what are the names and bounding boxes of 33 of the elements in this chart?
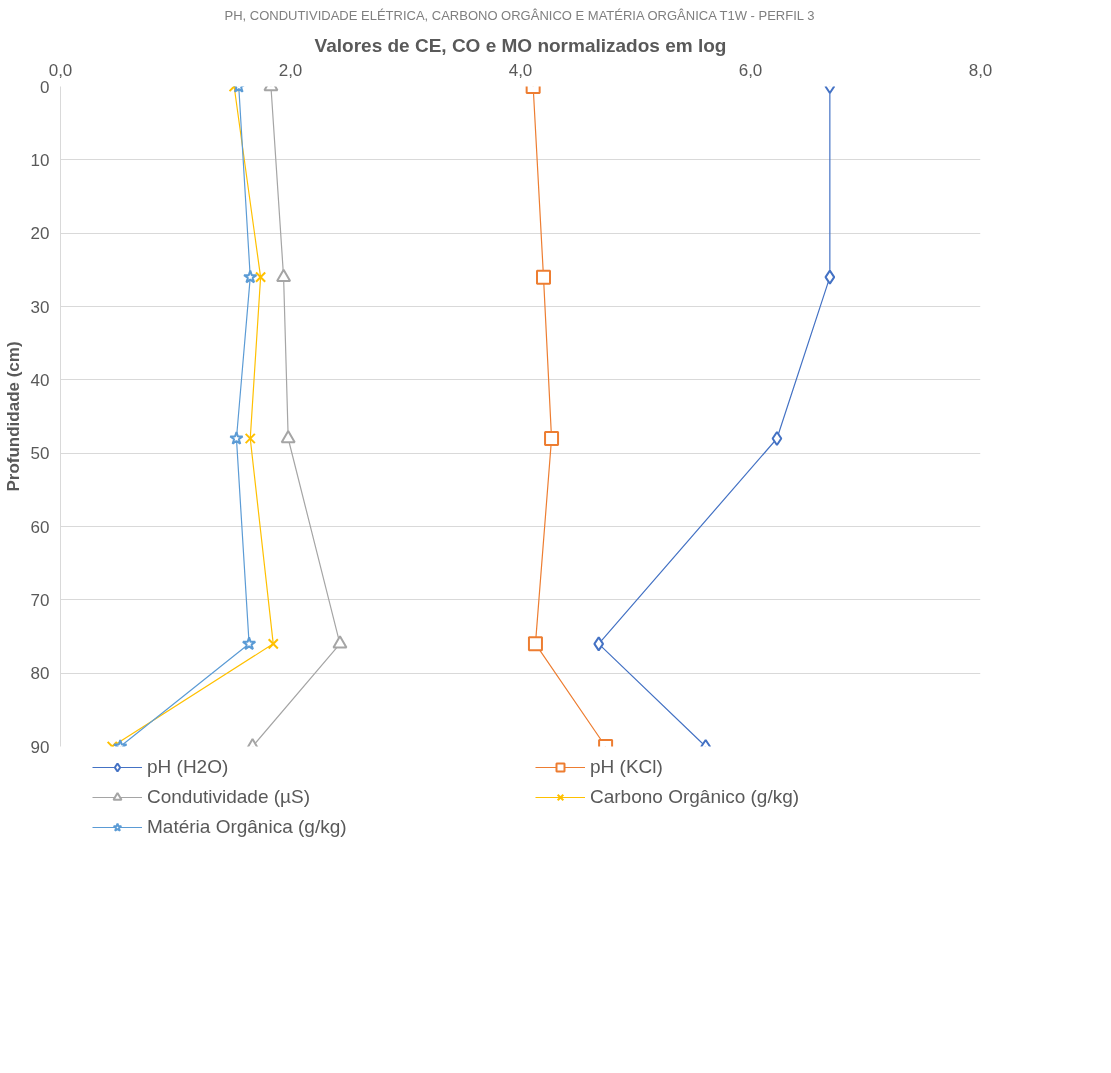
point [280,429,296,444]
point [824,269,836,285]
y-axis-title: Profundidade (cm) [3,341,23,492]
legend-label: Condutividade (µS) [147,786,312,808]
point [536,269,551,285]
legend-label: Carbono Orgânico (g/kg) [590,786,801,808]
y-tick-label: 70 [30,590,50,610]
point [244,432,256,445]
x-tick-label: 2,0 [278,60,303,80]
point [243,269,258,284]
y-tick-label: 10 [30,150,50,170]
x-tick-label: 6,0 [738,60,763,80]
point [771,431,783,446]
legend-label: pH (KCl) [590,756,664,778]
chart-title: PH, CONDUTIVIDADE ELÉTRICA, CARBONO ORGÂNICO E MATÉRIA ORGÂNICA T1W - PERFIL 3 [224,7,815,23]
point [255,271,267,283]
x-tick-label: 4,0 [508,60,533,80]
y-tick-label: 50 [30,444,50,464]
point [229,431,244,445]
x-tick-label: 0,0 [48,60,73,80]
legend-label: pH (H2O) [147,756,230,778]
y-tick-label: 90 [30,737,50,757]
y-tick-label: 40 [30,370,50,390]
point [544,431,560,446]
y-tick-label: 20 [30,224,50,244]
y-tick-label: 30 [30,297,50,317]
y-tick-label: 60 [30,517,50,537]
legend-label: Matéria Orgânica (g/kg) [147,816,348,838]
x-tick-label: 8,0 [968,60,993,80]
chart-subtitle: Valores de CE, CO e MO normalizados em log [314,34,727,56]
y-tick-label: 80 [30,664,50,684]
y-tick-label: 0 [40,77,50,97]
point [332,635,348,649]
